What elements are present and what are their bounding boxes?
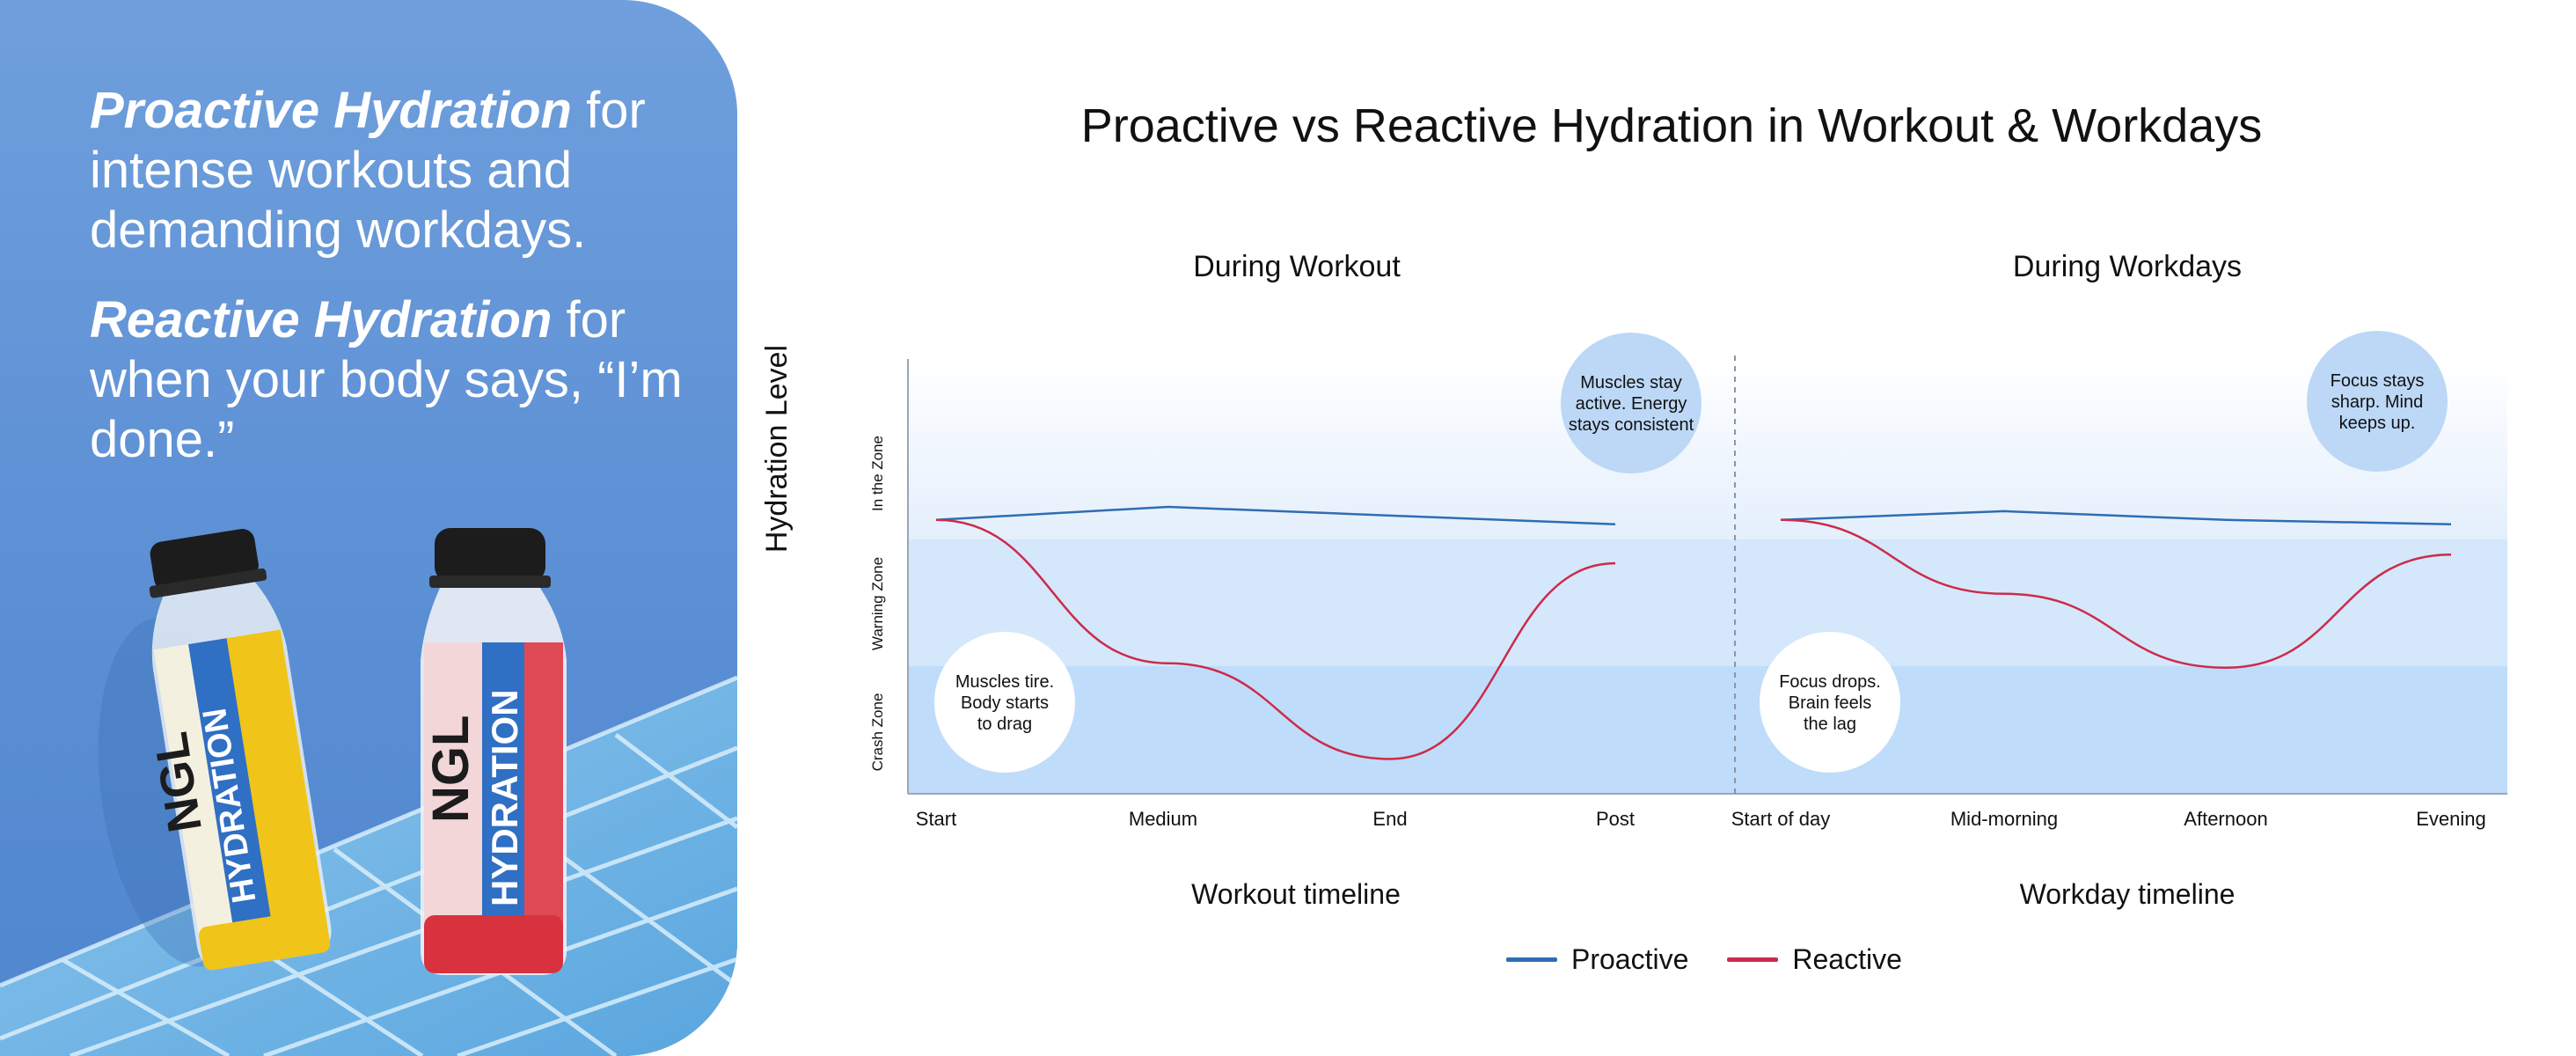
zone-crash [908, 666, 2507, 794]
zone-in-the-zone [908, 359, 2507, 539]
zone-label: Warning Zone [869, 557, 886, 650]
annotation-text: Focus stays [2331, 371, 2425, 391]
x-tick-label: Start [916, 808, 956, 830]
series-line-proactive [1780, 510, 2452, 525]
annotation-text: Muscles stay [1580, 373, 1682, 392]
x-tick-label: Mid-morning [1950, 808, 2058, 830]
x-axis-label-workdays: Workday timeline [2019, 878, 2236, 910]
series-line-reactive [1780, 518, 2452, 669]
series-line-proactive [935, 505, 1616, 525]
annotation-bubble [1760, 632, 1900, 773]
x-tick-label: Evening [2416, 808, 2486, 830]
legend-label-reactive: Reactive [1792, 942, 1902, 975]
x-tick-label: Afternoon [2184, 808, 2267, 830]
x-tick-label: Post [1596, 808, 1635, 830]
annotation-text: to drag [977, 715, 1032, 734]
annotation-bubble [934, 632, 1075, 773]
annotation-text: sharp. Mind [2331, 392, 2424, 412]
x-tick-label: Medium [1129, 808, 1197, 830]
panel-title-workout: During Workout [1193, 250, 1401, 283]
hero-text-proactive: for intense workouts and demanding workd… [90, 82, 646, 259]
annotation-text: active. Energy [1576, 394, 1687, 414]
annotation-text: Body starts [961, 693, 1049, 713]
annotation-text: Muscles tire. [955, 672, 1054, 692]
hero-emphasis-proactive: Proactive Hydration [90, 82, 572, 139]
hero-text-reactive: for when your body says, “I’m done.” [90, 291, 683, 468]
red-bottle-graphic: HYDRATION NGL [421, 528, 567, 975]
zone-label: In the Zone [869, 436, 886, 511]
hero-emphasis-reactive: Reactive Hydration [90, 291, 553, 348]
legend-item-reactive: Reactive [1727, 943, 1902, 976]
annotation-bubble [1561, 333, 1701, 473]
yellow-bottle-graphic: HYDRATION NGL [144, 529, 332, 971]
annotation-text: the lag [1804, 715, 1856, 734]
zone-label: Crash Zone [869, 693, 886, 772]
panel-title-workdays: During Workdays [2012, 250, 2243, 283]
hero-panel: HYDRATION NGL HYDRATION NGL Proactive Hy… [0, 0, 737, 1056]
annotation-text: stays consistent [1569, 415, 1694, 435]
legend-swatch-reactive [1727, 957, 1779, 962]
legend-item-proactive: Proactive [1506, 943, 1688, 976]
annotation-text: Focus drops. [1779, 672, 1881, 692]
x-tick-label: End [1372, 808, 1407, 830]
x-axis-label-workout: Workout timeline [1191, 878, 1401, 910]
hero-copy: Proactive Hydration for intense workouts… [90, 81, 706, 500]
annotation-text: Brain feels [1789, 693, 1872, 713]
x-tick-label: Start of day [1731, 808, 1831, 830]
annotation-text: keeps up. [2339, 414, 2416, 433]
chart-legend: Proactive Reactive [1506, 942, 1941, 977]
legend-label-proactive: Proactive [1571, 942, 1689, 975]
svg-text:NGL: NGL [422, 715, 479, 823]
legend-swatch-proactive [1506, 957, 1557, 962]
chart-title: Proactive vs Reactive Hydration in Worko… [1080, 99, 2263, 152]
svg-text:HYDRATION: HYDRATION [484, 689, 525, 906]
annotation-bubble [2307, 331, 2448, 472]
hero-paragraph-proactive: Proactive Hydration for intense workouts… [90, 81, 706, 260]
series-line-reactive [935, 518, 1616, 760]
hero-paragraph-reactive: Reactive Hydration for when your body sa… [90, 290, 706, 470]
zone-warning [908, 539, 2507, 666]
